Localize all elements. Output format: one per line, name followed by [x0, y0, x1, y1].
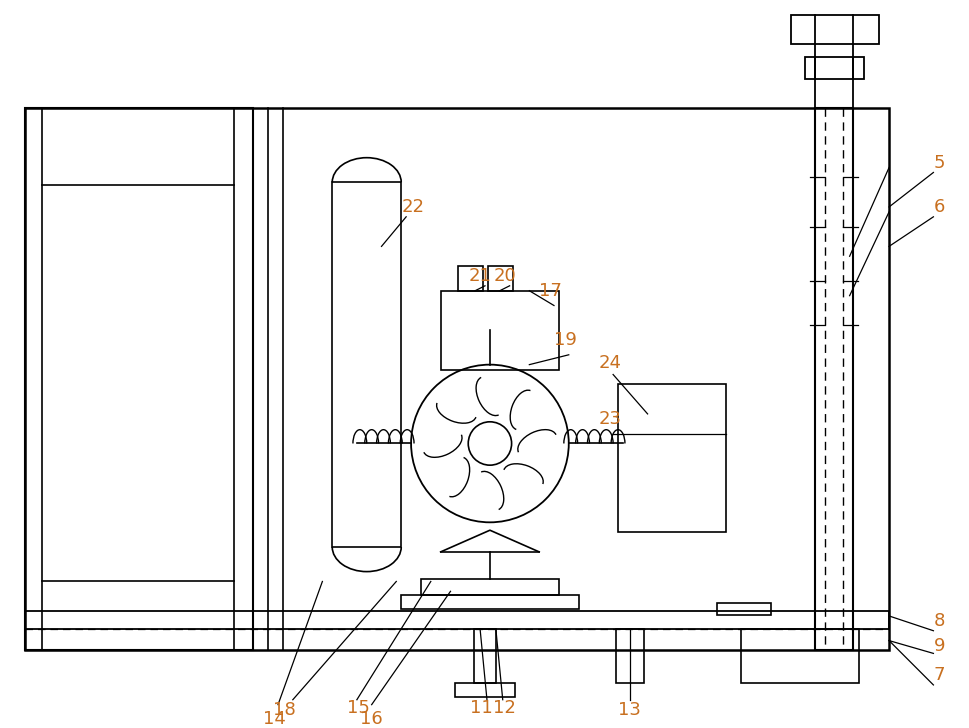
Text: 18: 18	[273, 700, 296, 719]
Text: 11: 11	[470, 699, 493, 716]
Text: 24: 24	[598, 354, 621, 372]
Text: 7: 7	[933, 666, 945, 684]
Text: 14: 14	[264, 711, 286, 728]
Text: 15: 15	[347, 699, 370, 716]
Bar	[401, 596, 578, 609]
Bar	[441, 290, 559, 370]
Bar	[488, 266, 513, 290]
Bar	[421, 579, 559, 596]
Text: 23: 23	[598, 410, 621, 428]
Bar	[717, 603, 770, 615]
Bar	[741, 629, 860, 683]
Text: 19: 19	[554, 331, 577, 349]
Bar	[25, 108, 254, 650]
Bar	[458, 266, 483, 290]
Text: 8: 8	[933, 612, 945, 630]
Text: 21: 21	[468, 267, 491, 285]
Bar	[25, 611, 889, 629]
Text: 13: 13	[618, 700, 641, 719]
Bar	[805, 58, 864, 79]
Text: 5: 5	[933, 154, 945, 172]
Text: 16: 16	[359, 711, 383, 728]
Text: 12: 12	[493, 699, 516, 716]
Text: 17: 17	[539, 282, 562, 300]
Bar	[42, 108, 234, 650]
Bar	[474, 629, 496, 683]
Text: 20: 20	[494, 267, 516, 285]
Bar	[25, 108, 889, 650]
Text: 9: 9	[933, 636, 945, 654]
Bar	[455, 683, 515, 697]
Bar	[332, 182, 401, 547]
Bar	[791, 15, 879, 44]
Bar	[616, 629, 643, 683]
Bar	[618, 384, 727, 532]
Text: 22: 22	[401, 198, 424, 216]
Bar	[815, 108, 853, 650]
Text: 6: 6	[933, 198, 945, 216]
